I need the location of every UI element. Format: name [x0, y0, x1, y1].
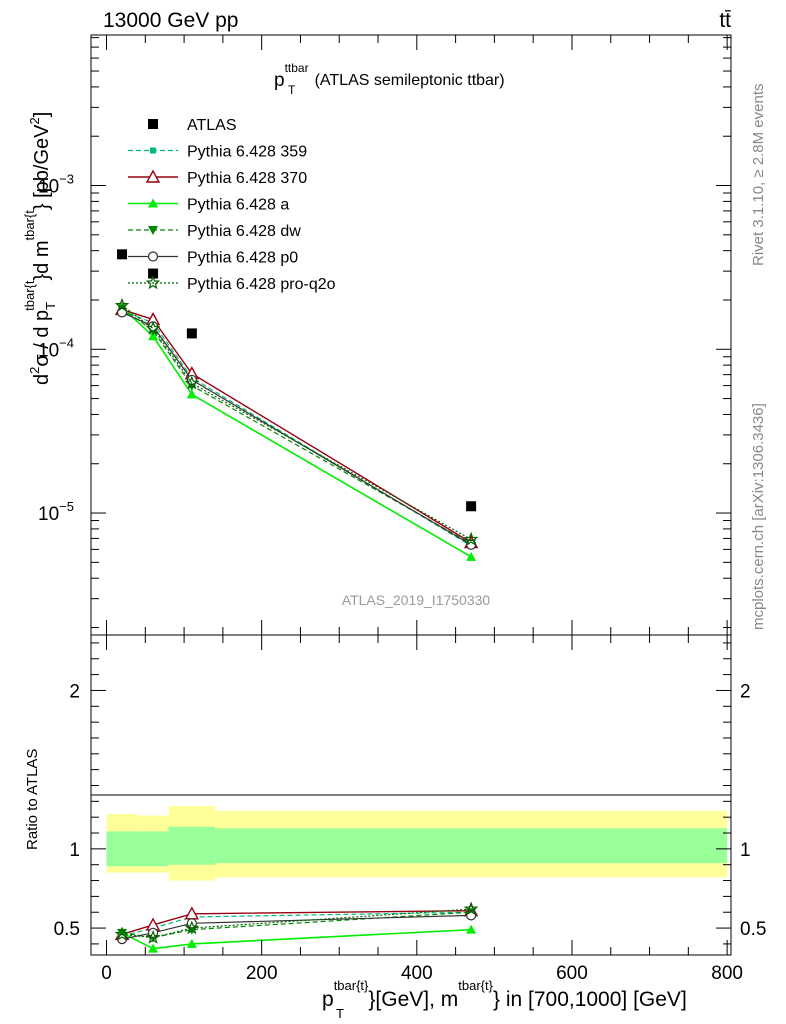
mcplots-label: mcplots.cern.ch [arXiv:1306.3436]: [750, 403, 767, 630]
analysis-watermark: ATLAS_2019_I1750330: [342, 592, 491, 608]
x-axis-label-subscript: T: [336, 1006, 344, 1021]
ratio-line-pya: [121, 928, 472, 950]
ratio-line-py370: [121, 909, 472, 936]
series-line-pydw: [121, 307, 472, 545]
ratio-point-pydw: [117, 928, 128, 938]
x-tick-label: 800: [711, 963, 743, 984]
ratio-band-inner: [137, 831, 169, 867]
ratio-y-axis-label: Ratio to ATLAS: [24, 749, 41, 850]
series-point-pyp0: [186, 374, 197, 386]
plot-title: pttbar(ATLAS semileptonic ttbar): [274, 61, 505, 91]
tick-base: 10: [38, 177, 59, 198]
ratio-y-tick-label-right: 0.5: [740, 919, 766, 940]
series-line-pyp0: [121, 311, 472, 546]
legend-marker-pyq2o: [145, 275, 161, 290]
ratio-frame: [90, 634, 732, 956]
x-tick-label: 600: [556, 963, 588, 984]
legend-label: Pythia 6.428 359: [187, 144, 307, 161]
atlas-data-point: [117, 249, 128, 260]
ratio-band-inner: [168, 826, 216, 865]
x-tick-label: 0: [101, 963, 112, 984]
series-line-pyq2o: [121, 305, 472, 540]
atlas-data-point: [186, 328, 197, 339]
ratio-point-pya: [186, 938, 197, 948]
series-point-pyq2o: [463, 531, 479, 546]
atlas-data-point: [466, 501, 477, 512]
legend-label: Pythia 6.428 a: [187, 197, 289, 214]
legend-label: Pythia 6.428 p0: [187, 250, 298, 267]
tick-base: 10: [38, 504, 59, 525]
energy-label: 13000 GeV pp: [103, 9, 238, 32]
legend-marker-py359: [150, 147, 156, 154]
ratio-y-tick-label: 2: [69, 681, 80, 702]
tick-exponent: −4: [59, 335, 74, 350]
ratio-line-pyp0: [121, 914, 472, 940]
series-point-pyq2o: [184, 375, 200, 390]
plot-title-subscript: T: [288, 83, 296, 97]
ratio-point-pya: [466, 924, 477, 934]
tick-exponent: −3: [59, 172, 74, 187]
x-axis-label: ptbar{t}}[GeV], mtbar{t}} in [700,1000] …: [322, 978, 687, 1011]
legend-marker-pyp0: [147, 251, 159, 262]
ratio-point-pyq2o: [184, 920, 200, 935]
legend-marker-atlas: [148, 119, 158, 129]
main-y-tick-label: 10−5: [38, 499, 74, 525]
series-point-pya: [148, 331, 159, 341]
legend-marker-pydw: [148, 226, 158, 235]
atlas-data-point: [148, 268, 159, 279]
tick-exponent: −5: [59, 499, 74, 514]
ratio-y-tick-label-right: 2: [740, 681, 751, 702]
series-line-py370: [121, 308, 472, 544]
ratio-point-pyq2o: [145, 929, 161, 944]
process-label: tt̄: [719, 9, 731, 32]
x-tick-label: 400: [401, 963, 433, 984]
legend-marker-pya: [148, 198, 158, 208]
x-tick-label: 200: [246, 963, 278, 984]
main-y-tick-label: 10−3: [38, 172, 74, 198]
legend-label: Pythia 6.428 370: [187, 170, 307, 187]
ratio-y-tick-label: 0.5: [54, 919, 80, 940]
ratio-y-tick-label: 1: [69, 840, 80, 861]
ratio-panel: 0.5 0.5 1 1 2 2 0 200 400 600 800: [54, 634, 766, 984]
ratio-line-pydw: [121, 911, 472, 939]
tick-base: 10: [38, 340, 59, 361]
main-panel: 10−510−410−3: [38, 34, 732, 636]
ratio-line-py359: [121, 911, 472, 937]
legend-label: ATLAS: [187, 117, 237, 134]
legend-label: Pythia 6.428 dw: [187, 223, 301, 240]
main-y-tick-label: 10−4: [38, 335, 74, 361]
ratio-point-pya: [148, 943, 159, 953]
series-point-pya: [186, 389, 197, 399]
ratio-band-inner: [215, 828, 728, 864]
ratio-point-pyq2o: [114, 926, 130, 941]
ratio-y-tick-label-right: 1: [740, 840, 751, 861]
main-y-axis-label: d2σ / d pTtbar{t}d mtbar{t} [pb/GeV2]: [22, 112, 58, 385]
series-line-pya: [121, 306, 472, 558]
legend-label: Pythia 6.428 pro-q2o: [187, 276, 336, 293]
series-point-pya: [466, 551, 477, 561]
legend: ATLAS Pythia 6.428 359 Pythia 6.428 370 Pyt…: [128, 117, 336, 293]
series-point-pyq2o: [114, 297, 130, 312]
series-point-pyp0: [466, 539, 477, 550]
ratio-band-inner: [106, 831, 138, 867]
rivet-version-label: Rivet 3.1.10, ≥ 2.8M events: [750, 84, 767, 267]
series-line-py359: [121, 310, 472, 547]
ratio-point-pyq2o: [463, 901, 479, 916]
series-point-pyq2o: [145, 320, 161, 335]
legend-marker-py370: [145, 169, 161, 183]
